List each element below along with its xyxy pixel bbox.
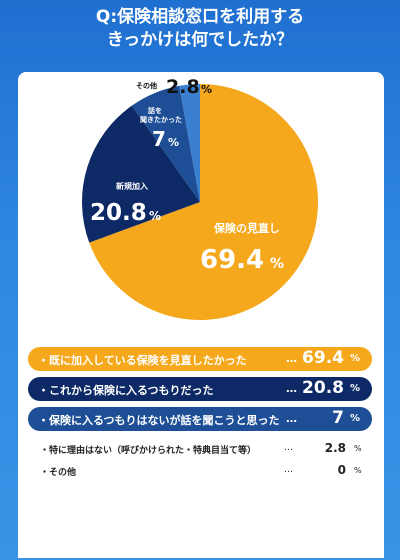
pie-slice-sonota <box>179 84 200 202</box>
answer-value: 7 <box>332 408 344 428</box>
title-line-2: きっかけは何でしたか？ <box>106 30 294 50</box>
answer-row-shinki: ・これから保険に入るつもりだった … 20.8 % <box>28 377 372 401</box>
answer-label: ・保険に入るつもりはないが話を聞こうと思った <box>38 414 280 427</box>
slice-pct-minaoshi: % <box>270 256 284 272</box>
chart-card: 保険の見直し 69.4 % 新規加入 20.8 % 話を 聞きたかった 7 % … <box>18 72 384 558</box>
answer-dots: … <box>286 352 297 365</box>
answer-pct: % <box>354 444 362 453</box>
answer-dots: … <box>284 465 293 475</box>
pie-slice-shinki <box>82 105 200 243</box>
slice-pct-hanashi: % <box>168 136 179 149</box>
answer-row-minaoshi: ・既に加入している保険を見直したかった … 69.4 % <box>28 347 372 371</box>
slice-pct-sonota: % <box>201 83 212 96</box>
slice-label-sonota: その他 <box>136 81 157 90</box>
slice-value-hanashi: 7 <box>152 127 166 151</box>
answer-value: 20.8 <box>302 378 344 398</box>
slice-pct-shinki: % <box>149 209 161 223</box>
answer-pct: % <box>349 353 360 364</box>
answer-value: 69.4 <box>302 348 344 368</box>
answer-row-sonota: ・その他 … 0 % <box>40 463 364 481</box>
slice-value-minaoshi: 69.4 <box>200 245 264 275</box>
title-line-1: Q:保険相談窓口を利用する <box>95 7 305 27</box>
answer-dots: … <box>284 443 293 453</box>
slice-value-sonota: 2.8 <box>166 76 200 98</box>
pie-chart: 保険の見直し 69.4 % 新規加入 20.8 % 話を 聞きたかった 7 % … <box>82 76 318 321</box>
answer-pct: % <box>349 383 360 394</box>
answer-pct: % <box>354 466 362 475</box>
answer-pct: % <box>349 413 360 424</box>
pie-slice-hanashi <box>131 85 200 202</box>
slice-value-shinki: 20.8 <box>90 200 147 226</box>
slice-label-minaoshi: 保険の見直し <box>213 221 280 235</box>
answer-dots: … <box>286 412 297 425</box>
answer-value: 0 <box>337 463 346 477</box>
slice-label-shinki: 新規加入 <box>116 181 148 191</box>
answer-label: ・特に理由はない（呼びかけられた・特典目当て等） <box>40 446 257 456</box>
pie-slice-minaoshi <box>89 84 318 321</box>
slice-label-hanashi-2: 聞きたかった <box>140 115 182 124</box>
answer-dots: … <box>286 382 297 395</box>
answer-label: ・その他 <box>40 468 77 478</box>
chart-title: Q:保険相談窓口を利用する きっかけは何でしたか？ <box>0 6 400 52</box>
answer-label: ・既に加入している保険を見直したかった <box>38 354 247 367</box>
slice-label-hanashi-1: 話を <box>148 106 162 115</box>
answer-value: 2.8 <box>324 441 346 455</box>
answer-row-riyu-nashi: ・特に理由はない（呼びかけられた・特典目当て等） … 2.8 % <box>40 441 364 459</box>
answer-label: ・これから保険に入るつもりだった <box>38 384 214 397</box>
answer-row-hanashi: ・保険に入るつもりはないが話を聞こうと思った … 7 % <box>28 407 372 431</box>
